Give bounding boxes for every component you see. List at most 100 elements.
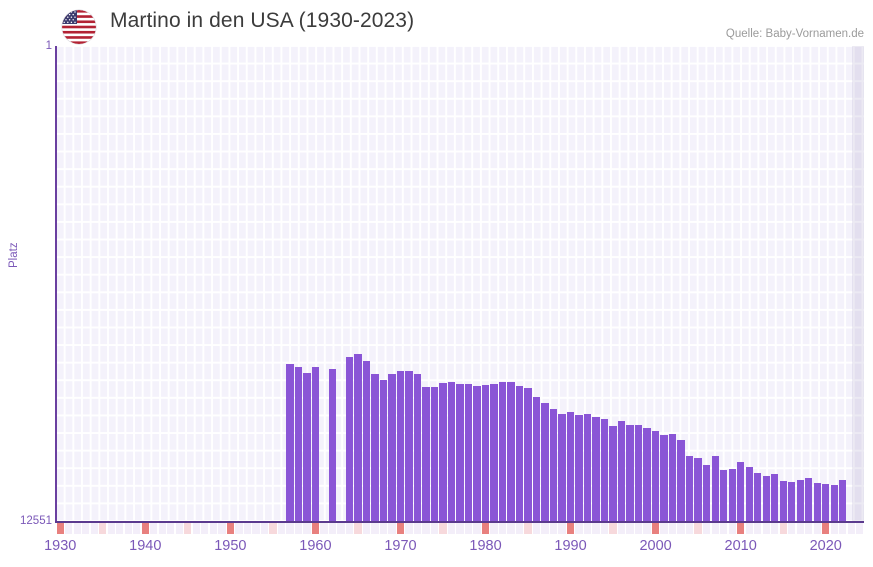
plot-area [56,46,864,522]
x-tick-swatch [609,523,617,534]
x-tick-swatch [158,523,166,534]
x-tick-swatch [90,523,98,534]
y-axis-line [55,46,57,522]
bar [379,380,388,522]
x-tick-swatch [260,523,269,534]
bar [405,371,413,522]
bar [839,480,847,522]
x-tick-swatch [507,523,515,534]
bar [464,383,473,522]
x-tick-swatch [694,523,702,534]
source-attribution: Quelle: Baby-Vornamen.de [725,28,864,40]
x-tick-swatch [839,523,847,534]
bar [498,382,507,522]
bar [771,474,779,522]
x-tick-label: 2000 [639,538,672,554]
x-tick-swatch [532,523,541,534]
x-tick-swatch [702,523,711,534]
x-tick-swatch [711,523,719,534]
x-tick-swatch [362,523,371,534]
x-tick-swatch [720,523,728,534]
x-tick-swatch [201,523,209,534]
bar [634,424,643,522]
bar [660,435,668,522]
x-tick-swatch [184,523,192,534]
x-axis-labels: 1930 1940 1950 1960 1970 1980 1990 2000 2010 2020 [0,538,873,562]
bar [745,466,753,522]
x-tick-swatch [133,523,141,534]
bar [490,383,498,522]
x-tick-swatch [65,523,73,534]
x-tick-label: 2010 [724,538,757,554]
bar [422,386,430,522]
bar [311,367,320,522]
x-tick-swatch [269,523,277,534]
x-tick-swatch [728,523,736,534]
x-tick-swatch [141,523,149,534]
x-tick-swatch [592,523,600,534]
bar [532,397,541,522]
x-tick-swatch [805,523,813,534]
bar [617,421,626,522]
bar [328,369,337,522]
bar [345,356,354,522]
bar [515,385,524,522]
bar [481,385,490,522]
x-tick-swatch [830,523,838,534]
x-tick-swatch [558,523,566,534]
x-tick-swatch [668,523,677,534]
x-tick-swatch [328,523,337,534]
bar [796,480,804,522]
bar [592,417,600,522]
x-tick-swatch [99,523,107,534]
x-tick-swatch [677,523,685,534]
x-tick-swatch [286,523,294,534]
bar [388,374,396,522]
x-tick-swatch [371,523,379,534]
x-tick-swatch [430,523,439,534]
x-tick-swatch [490,523,498,534]
future-range-shading [851,46,864,522]
x-tick-swatch [388,523,396,534]
y-axis-title: Platz [8,242,20,268]
x-tick-swatch [498,523,507,534]
x-tick-label: 1950 [214,538,247,554]
bar [430,386,439,522]
x-tick-swatch [303,523,311,534]
x-tick-swatch [396,523,405,534]
y-axis-max-label: 1 [45,40,52,52]
bar [762,476,770,522]
us-flag-icon [62,10,96,44]
x-tick-swatch [634,523,643,534]
bar [609,425,617,522]
x-tick-swatch [754,523,762,534]
x-tick-swatch [320,523,328,534]
bar [371,373,379,522]
chart-header: Martino in den USA (1930-2023) Quelle: B… [0,0,873,45]
x-tick-label: 1960 [299,538,332,554]
bar [303,372,311,522]
x-tick-label: 1980 [469,538,502,554]
bar [694,457,702,522]
bar [549,408,558,522]
x-tick-swatch [252,523,260,534]
x-tick-swatch [779,523,787,534]
x-tick-label: 1940 [129,538,162,554]
x-axis-tick-strip [56,523,864,534]
x-tick-label: 1970 [384,538,417,554]
bar [456,383,464,522]
bar [362,360,371,522]
x-tick-swatch [56,523,64,534]
x-tick-swatch [218,523,226,534]
x-tick-swatch [737,523,745,534]
bar [439,382,447,522]
bar [728,469,736,522]
bar [830,485,838,522]
x-tick-swatch [209,523,217,534]
x-tick-swatch [813,523,821,534]
bar [805,478,813,522]
bar [524,388,532,522]
x-tick-swatch [337,523,345,534]
bar [643,427,651,522]
